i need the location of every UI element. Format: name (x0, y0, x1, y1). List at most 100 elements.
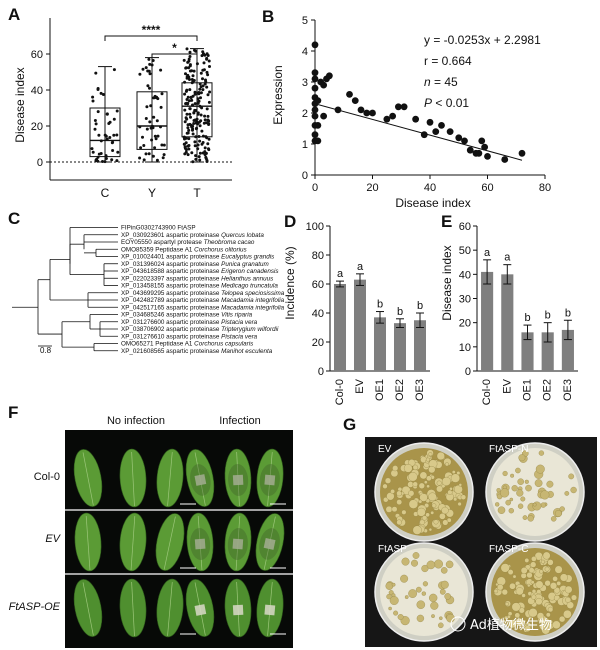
panel-d-ytick-label: 80 (312, 250, 324, 262)
panel-a-data-point (204, 151, 208, 155)
fungal-colony (552, 620, 561, 629)
panel-b-data-point (426, 118, 434, 126)
fungal-colony (444, 593, 451, 600)
panel-a-data-point (199, 113, 203, 117)
panel-d-bar (374, 317, 386, 371)
fungal-colony (517, 503, 524, 509)
fungal-colony (382, 483, 388, 489)
fungal-colony (540, 502, 546, 508)
panel-a-ytick-label: 20 (31, 121, 43, 133)
leaf (74, 512, 102, 572)
fungal-colony (548, 619, 553, 625)
fungal-colony (554, 510, 562, 517)
panel-a-data-point (186, 95, 190, 99)
fungal-colony (436, 480, 442, 486)
fungal-colony (412, 525, 422, 535)
fungal-colony (528, 608, 538, 618)
panel-d-ytick-label: 60 (312, 279, 324, 291)
fungal-colony (511, 485, 518, 492)
panel-a-data-point (148, 86, 151, 90)
panel-a-data-point (206, 114, 210, 118)
inoculation-patch (232, 604, 244, 616)
panel-b-data-point (420, 131, 428, 139)
panel-a-data-point (190, 151, 194, 155)
leaf (186, 512, 214, 572)
fungal-colony (396, 490, 402, 497)
fungal-colony (545, 612, 551, 618)
panel-a-data-point (204, 135, 208, 139)
fungal-colony (544, 566, 550, 572)
panel-a-data-point (197, 155, 201, 159)
panel-b-data-point (314, 137, 322, 145)
fungal-colony (428, 452, 433, 457)
fungal-colony (436, 485, 443, 493)
panel-a-data-point (151, 59, 155, 62)
fungal-colony (400, 574, 409, 583)
leaf (256, 448, 284, 508)
panel-label-d: D (284, 212, 296, 231)
panel-a-box (136, 91, 168, 150)
panel-a-data-point (199, 71, 203, 75)
panel-a-ytick-label: 60 (31, 49, 43, 61)
fungal-colony (385, 582, 394, 590)
panel-a-data-point (193, 48, 196, 52)
panel-a-data-point (186, 123, 190, 127)
fungal-colony (388, 606, 392, 611)
panel-a-data-point (159, 68, 163, 72)
panel-e-significance-letter: a (484, 247, 491, 259)
panel-a-data-point (188, 50, 192, 54)
panel-b-data-point (311, 41, 319, 49)
panel-b-data-point (461, 137, 468, 145)
fungal-colony (421, 564, 429, 573)
fungal-colony (439, 588, 446, 595)
panel-e-significance-letter: b (545, 310, 551, 322)
tree-taxon-label: XP_038706902 aspartic proteinase Tripter… (121, 326, 279, 333)
panel-b-data-point (383, 115, 391, 123)
panel-b-ytick-label: 3 (302, 77, 308, 89)
panel-d-significance-letter: b (397, 306, 403, 318)
panel-a-data-point (154, 137, 158, 141)
fungal-colony (433, 519, 439, 525)
fungal-colony (418, 499, 423, 504)
panel-b-data-point (351, 97, 359, 104)
fungal-colony (412, 481, 418, 487)
panel-b-data-point (446, 128, 454, 136)
panel-a-data-point (196, 143, 200, 147)
panel-b-data-point (501, 156, 509, 163)
lesion (228, 464, 249, 496)
lesion (227, 528, 248, 560)
fungal-colony (505, 602, 509, 606)
fungal-colony (418, 482, 425, 489)
panel-d-xtick-label: OE3 (414, 379, 426, 401)
panel-a-data-point (148, 62, 152, 66)
panel-b-data-point (320, 112, 328, 120)
panel-a-significance-bracket (104, 35, 198, 41)
panel-a-data-point (207, 59, 211, 63)
fungal-colony (515, 587, 524, 596)
panel-a-data-point (188, 88, 192, 92)
panel-b-data-point (478, 137, 486, 145)
fungal-colony (389, 596, 399, 605)
fungal-colony (385, 505, 393, 513)
fungal-colony (520, 496, 526, 502)
panel-b-ytick-label: 1 (302, 139, 308, 151)
panel-a-data-point (207, 148, 211, 152)
leaf-midrib (131, 582, 135, 636)
panel-a-data-point (189, 115, 192, 119)
panel-a-data-point (205, 56, 209, 60)
panel-b-ytick-label: 2 (302, 108, 308, 120)
panel-a-data-point (104, 157, 108, 160)
panel-b-r-value: r = 0.664 (424, 54, 472, 68)
fungal-colony (522, 515, 528, 520)
fungal-colony (515, 467, 521, 474)
panel-b-data-point (311, 106, 319, 114)
panel-label-g: G (343, 415, 356, 434)
panel-a-data-point (185, 98, 189, 101)
fungal-colony (542, 551, 551, 560)
panel-a-data-point (156, 134, 160, 138)
panel-a-data-point (191, 80, 195, 84)
panel-a-data-point (91, 150, 95, 154)
tree-scale-label: 0.8 (40, 346, 52, 355)
fungal-colony (517, 478, 524, 485)
panel-c-phylogenetic-tree: 0.8 FIPinG0302743900 FtASP XP_030923601 … (12, 225, 285, 355)
